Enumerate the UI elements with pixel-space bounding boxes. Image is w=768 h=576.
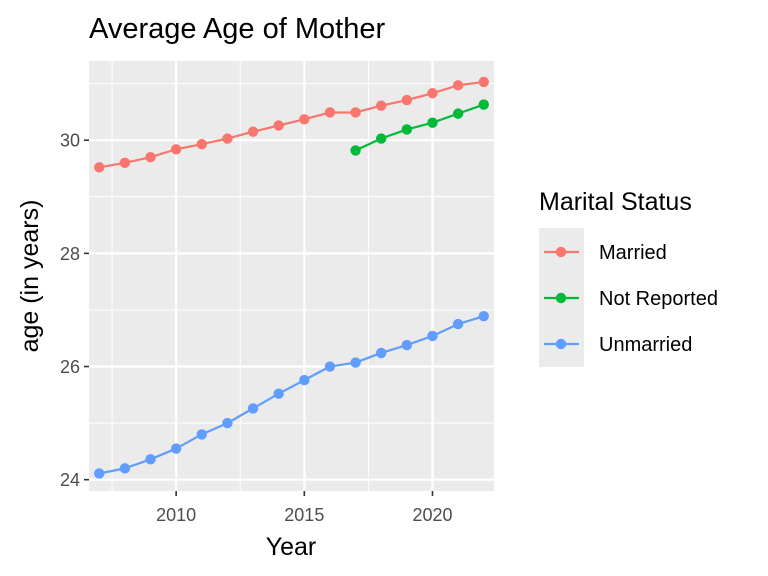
data-point-unmarried xyxy=(324,361,336,372)
data-point-married xyxy=(222,133,233,144)
data-point-married xyxy=(324,107,336,118)
legend-key-point-unmarried xyxy=(555,338,567,350)
data-point-not-reported xyxy=(401,124,413,135)
y-tick-label: 26 xyxy=(60,357,80,377)
data-point-not-reported xyxy=(478,99,489,110)
axes: 2010 2015 2020 24 26 28 30 xyxy=(60,131,453,525)
data-point-unmarried xyxy=(273,388,284,399)
legend-label-not-reported: Not Reported xyxy=(599,288,718,310)
y-tick-label: 24 xyxy=(60,470,80,490)
data-point-unmarried xyxy=(299,374,310,386)
series-line-married xyxy=(99,80,484,169)
chart-title: Average Age of Mother xyxy=(89,13,385,45)
data-point-unmarried xyxy=(145,454,156,465)
data-point-married xyxy=(196,138,207,150)
x-axis-title: Year xyxy=(266,533,317,561)
data-point-unmarried xyxy=(196,429,207,440)
data-point-not-reported xyxy=(376,133,387,144)
data-point-married xyxy=(376,100,387,111)
y-axis-title: age (in years) xyxy=(16,200,44,353)
series-line-unmarried xyxy=(99,315,485,475)
x-tick-label: 2010 xyxy=(156,505,196,525)
data-point-not-reported xyxy=(427,117,438,128)
data-point-unmarried xyxy=(94,468,105,479)
series-layer xyxy=(94,76,489,479)
legend: Marital Status Married Not Reported Unmarr… xyxy=(539,188,718,367)
data-point-not-reported xyxy=(452,108,464,119)
plot-panel xyxy=(89,61,494,491)
y-tick-label: 28 xyxy=(60,244,80,264)
legend-label-unmarried: Unmarried xyxy=(599,334,692,356)
data-point-married xyxy=(273,120,284,131)
data-point-married xyxy=(299,114,310,125)
data-point-unmarried xyxy=(452,318,464,330)
data-point-married xyxy=(452,80,464,91)
x-tick-label: 2015 xyxy=(284,505,324,525)
data-point-not-reported xyxy=(350,145,361,156)
data-point-married xyxy=(145,151,156,163)
data-point-unmarried xyxy=(376,347,387,359)
legend-title: Marital Status xyxy=(539,188,692,216)
legend-label-married: Married xyxy=(599,242,667,264)
data-point-married xyxy=(478,76,489,88)
data-point-unmarried xyxy=(427,330,438,342)
x-tick-label: 2020 xyxy=(412,505,452,525)
data-point-unmarried xyxy=(247,403,259,414)
legend-key-point-married xyxy=(555,246,567,258)
data-point-married xyxy=(401,94,413,106)
data-point-married xyxy=(94,162,105,173)
legend-key-point-not-reported xyxy=(555,292,567,304)
grid-lines xyxy=(89,61,494,491)
data-point-married xyxy=(427,88,438,99)
data-point-married xyxy=(170,144,182,155)
data-point-unmarried xyxy=(350,357,361,368)
y-tick-label: 30 xyxy=(60,131,80,151)
data-point-married xyxy=(247,126,259,137)
data-point-unmarried xyxy=(478,310,489,322)
data-point-married xyxy=(350,107,361,118)
data-point-unmarried xyxy=(119,463,131,474)
data-point-unmarried xyxy=(401,339,413,351)
data-point-married xyxy=(119,157,131,169)
data-point-unmarried xyxy=(222,417,233,429)
data-point-unmarried xyxy=(170,443,182,454)
